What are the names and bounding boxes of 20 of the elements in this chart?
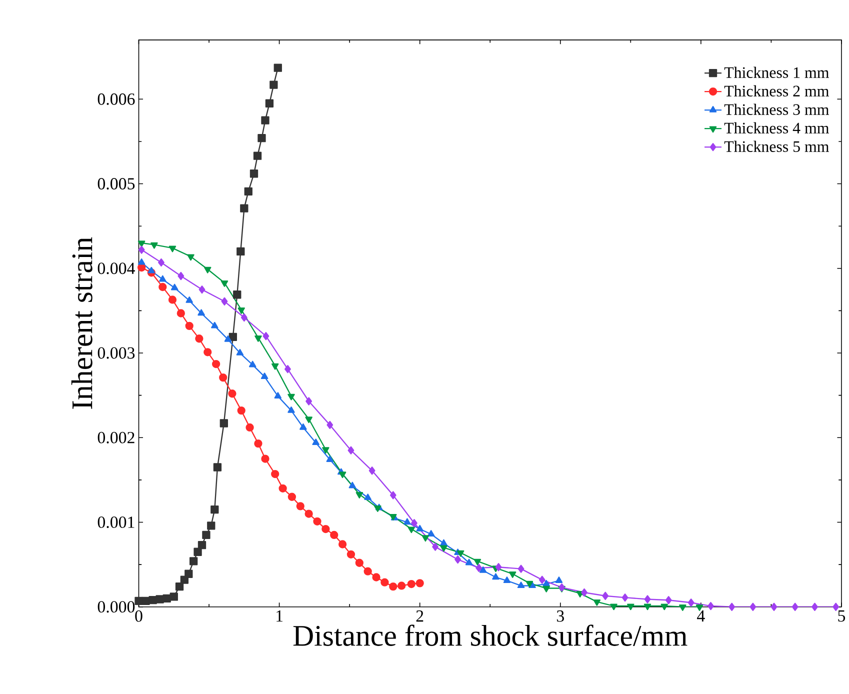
y-tick-label: 0.005 <box>98 178 135 190</box>
y-tick-label: 0.003 <box>98 347 135 359</box>
legend-label: Thickness 3 mm <box>724 104 829 116</box>
legend-label: Thickness 4 mm <box>724 122 829 134</box>
x-axis-title: Distance from shock surface/mm <box>293 624 688 646</box>
y-tick-label: 0.004 <box>98 262 135 274</box>
y-tick-label: 0.002 <box>98 432 134 444</box>
y-tick-label: 0.000 <box>98 601 135 613</box>
x-tick-label: 4 <box>697 610 705 622</box>
x-tick-label: 0 <box>135 610 142 622</box>
legend-label: Thickness 1 mm <box>724 66 829 78</box>
y-axis-title: Inherent strain <box>71 237 92 410</box>
legend-label: Thickness 5 mm <box>724 140 829 152</box>
x-tick-label: 3 <box>556 610 564 622</box>
x-tick-label: 1 <box>276 610 283 622</box>
legend-label: Thickness 2 mm <box>724 85 829 97</box>
y-tick-label: 0.006 <box>98 94 135 106</box>
y-tick-label: 0.001 <box>98 516 134 528</box>
x-tick-label: 5 <box>838 610 846 622</box>
x-tick-label: 2 <box>416 610 424 622</box>
